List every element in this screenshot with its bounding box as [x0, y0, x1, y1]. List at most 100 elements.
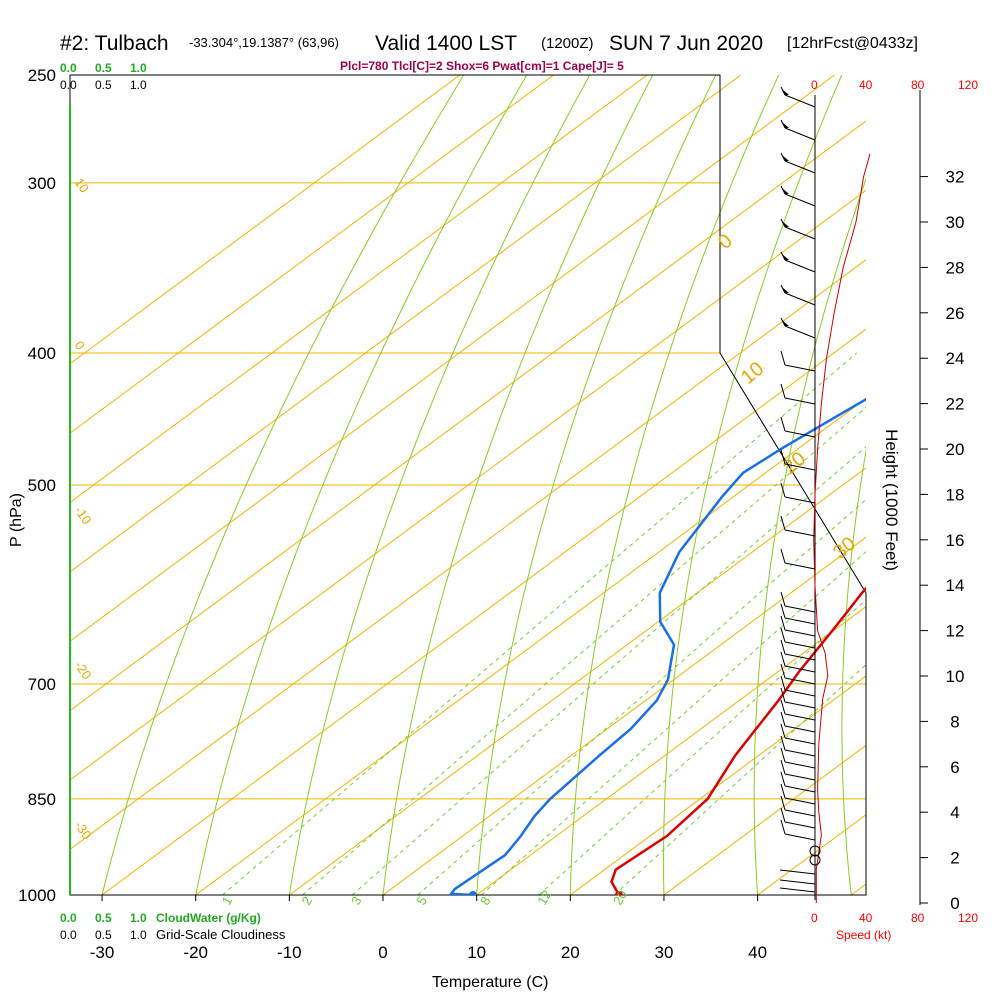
- sounding-curves: [448, 397, 866, 895]
- isotherm-line: [289, 467, 866, 895]
- wind-barb: [780, 185, 816, 207]
- wind-barb: [780, 687, 816, 709]
- isotherm-line: [70, 259, 866, 850]
- wind-barb-staff: [784, 562, 816, 570]
- wind-barb-feather: [780, 759, 786, 775]
- wind-barb: [780, 350, 816, 372]
- wind-barb-staff: [784, 529, 816, 537]
- wind-barb-staff: [784, 259, 816, 273]
- surface-wind-barb: [779, 887, 816, 893]
- height-tick-label: 32: [946, 168, 965, 187]
- cloudiness-scale-top-0: 0.0: [60, 78, 77, 92]
- wind-barb-staff: [784, 617, 816, 625]
- plot-frame: [69, 74, 867, 896]
- wind-barb-staff: [784, 665, 816, 673]
- wind-barb-feather: [780, 639, 786, 655]
- cloudwater-scale-top-2: 1.0: [130, 61, 147, 75]
- dry-adiabat: [288, 75, 591, 895]
- isotherm-label: 0: [72, 338, 88, 353]
- speed-tick-top-0: 0: [811, 78, 818, 92]
- wind-barb-pennant: [782, 320, 789, 326]
- x-tick-label: 40: [748, 943, 767, 962]
- speed-tick-top-120: 120: [958, 78, 978, 92]
- skewt-background-lines: [70, 75, 866, 895]
- wind-barb-staff: [784, 641, 816, 649]
- wind-barb-pennant: [782, 89, 789, 95]
- wind-barb-staff: [784, 160, 816, 174]
- x-axis-title: Temperature (C): [432, 974, 548, 991]
- height-tick-label: 4: [950, 803, 959, 822]
- height-tick-label: 8: [950, 712, 959, 731]
- wind-barb-pennant: [782, 155, 789, 161]
- wind-barb-staff: [784, 226, 816, 240]
- mixing-ratio-line: [417, 498, 866, 895]
- cloudiness-scale-1: 0.5: [95, 928, 112, 942]
- mixing-ratio-label: 20: [610, 888, 630, 908]
- isotherm-line: [70, 75, 835, 642]
- wind-barb-staff: [784, 749, 816, 757]
- mixing-ratio-label: 5: [414, 894, 431, 908]
- wind-barb-staff: [784, 496, 816, 504]
- wind-barb: [780, 449, 816, 471]
- wind-barb-staff: [784, 292, 816, 306]
- forecast-label: [12hrFcst@0433z]: [787, 35, 918, 52]
- speed-tick-120: 120: [958, 911, 978, 925]
- cloudwater-scale-0: 0.0: [60, 911, 77, 925]
- wind-barb-staff: [784, 701, 816, 709]
- mixing-ratio-label: 1: [219, 894, 236, 908]
- isotherm-label-right: 30: [829, 533, 860, 564]
- date-label: SUN 7 Jun 2020: [609, 32, 763, 55]
- calm-wind-circle: [809, 854, 821, 866]
- wind-barb: [780, 515, 816, 537]
- wind-barb-staff: [784, 325, 816, 339]
- wind-barb: [780, 548, 816, 570]
- wind-barb: [780, 284, 816, 306]
- x-tick-label: 10: [467, 943, 486, 962]
- isotherm-label: -30: [72, 818, 95, 842]
- wind-barb-feather: [780, 416, 786, 432]
- cloudiness-scale-top-2: 1.0: [130, 78, 147, 92]
- speed-tick-0: 0: [811, 911, 818, 925]
- wind-barb-staff: [784, 364, 816, 372]
- wind-barb-staff: [784, 833, 816, 841]
- wind-barb-feather: [780, 663, 786, 679]
- cloudwater-scale-2: 1.0: [130, 911, 147, 925]
- isotherm-line: [850, 883, 866, 895]
- sounding-parameters: Plcl=780 Tlcl[C]=2 Shox=6 Pwat[cm]=1 Cap…: [340, 59, 624, 73]
- axis-labels: -30 -20 -10 0 10 20 30 402503004005007008501000…: [18, 66, 964, 962]
- wind-barb-feather: [780, 515, 786, 531]
- wind-barb: [780, 119, 816, 141]
- height-tick-label: 24: [946, 349, 965, 368]
- wind-barb: [780, 416, 816, 438]
- pressure-tick-label: 1000: [18, 886, 56, 905]
- wind-barb-feather: [780, 723, 786, 739]
- pressure-tick-label: 850: [28, 790, 56, 809]
- height-tick-label: 6: [950, 758, 959, 777]
- wind-barb: [780, 591, 816, 613]
- speed-axis-label: Speed (kt): [836, 928, 891, 942]
- pressure-tick-label: 500: [28, 476, 56, 495]
- dewpoint-profile: [448, 397, 866, 895]
- mixing-ratio-line: [481, 551, 866, 895]
- x-tick-label: 0: [378, 943, 387, 962]
- wind-barb-feather: [780, 783, 786, 799]
- wind-barb: [780, 675, 816, 697]
- wind-barb-pennant: [782, 221, 789, 227]
- wind-barb-feather: [780, 350, 786, 366]
- valid-time: Valid 1400 LST: [375, 32, 517, 55]
- isotherm-line: [476, 605, 866, 895]
- isotherm-line: [70, 189, 866, 781]
- isotherm-line: [70, 75, 554, 434]
- dry-adiabat: [569, 75, 780, 895]
- wind-barb-staff: [784, 785, 816, 793]
- wind-barb-staff: [784, 193, 816, 207]
- height-tick-label: 20: [946, 440, 965, 459]
- cloudiness-scale-2: 1.0: [130, 928, 147, 942]
- wind-barb: [780, 86, 816, 108]
- wind-barb: [780, 615, 816, 637]
- pressure-tick-label: 700: [28, 675, 56, 694]
- mixing-ratio-line: [538, 599, 866, 895]
- pressure-tick-label: 300: [28, 174, 56, 193]
- cloudiness-label: Grid-Scale Cloudiness: [156, 927, 286, 942]
